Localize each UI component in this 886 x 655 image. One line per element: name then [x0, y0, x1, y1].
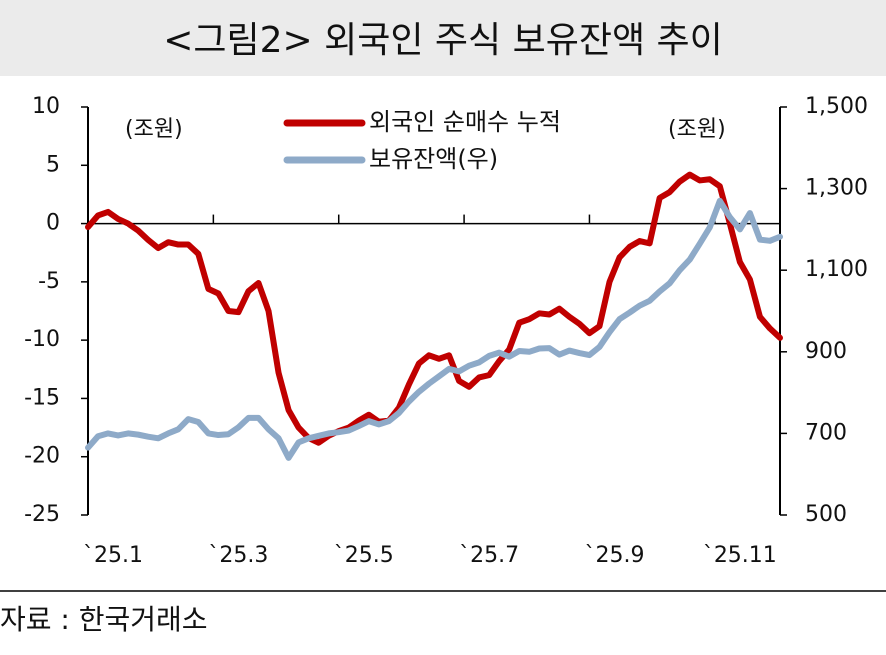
series-line [85, 197, 783, 461]
y-tick-label: 5 [46, 152, 60, 177]
source-note: 자료 : 한국거래소 [0, 603, 208, 636]
x-tick-label: `25.3 [208, 543, 268, 568]
x-tick-label: `25.9 [584, 543, 644, 568]
chart-title: <그림2> 외국인 주식 보유잔액 추이 [163, 20, 723, 61]
y2-tick-label: 1,300 [805, 176, 868, 201]
y-tick-label: -10 [24, 327, 60, 352]
y2-tick-label: 500 [805, 502, 847, 527]
y-unit: (조원) [125, 117, 183, 142]
y-tick-label: -15 [24, 385, 60, 410]
y2-tick-label: 700 [805, 420, 847, 445]
y-tick-label: 0 [46, 211, 60, 236]
y2-unit: (조원) [668, 117, 726, 142]
y-tick-label: -20 [24, 444, 60, 469]
y-tick-label: 10 [32, 94, 60, 119]
y-tick-label: -25 [24, 502, 60, 527]
x-tick-label: `25.7 [459, 543, 519, 568]
title-band [0, 0, 886, 76]
x-tick-label: `25.5 [334, 543, 394, 568]
x-tick-label: `25.11 [703, 543, 777, 568]
y2-tick-label: 1,100 [805, 257, 868, 282]
legend-label: 외국인 순매수 누적 [369, 108, 561, 136]
y-tick-label: -5 [38, 269, 60, 294]
y2-tick-label: 900 [805, 339, 847, 364]
series-line [85, 171, 783, 446]
y2-tick-label: 1,500 [805, 94, 868, 119]
legend-label: 보유잔액(우) [369, 145, 498, 173]
x-tick-label: `25.1 [83, 543, 143, 568]
